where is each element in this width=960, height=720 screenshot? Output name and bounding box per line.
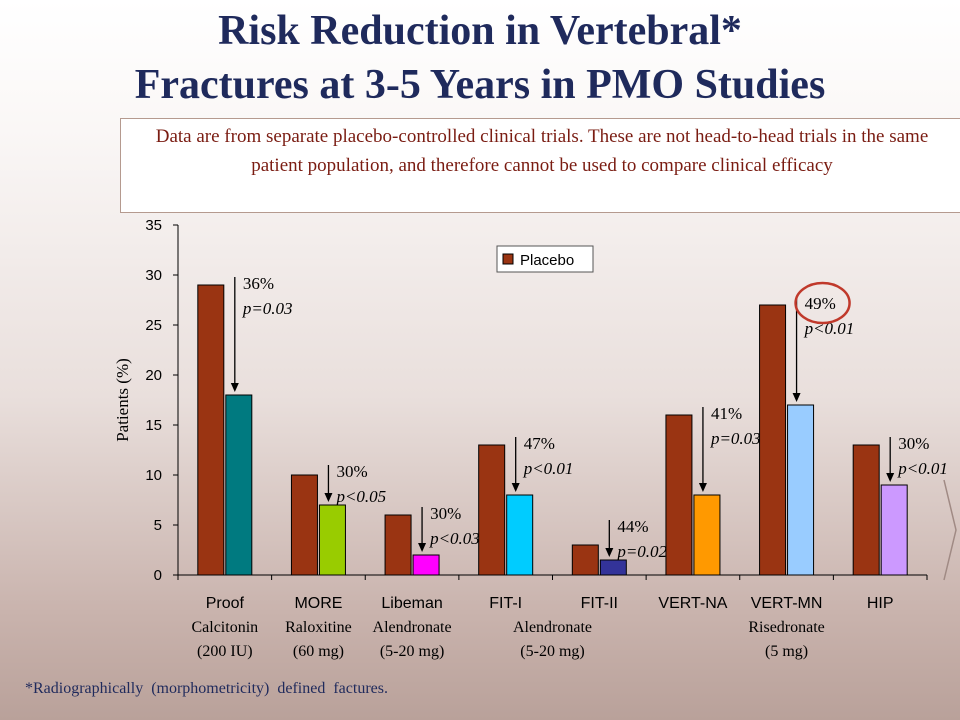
treatment-bar-more xyxy=(318,504,346,576)
treatment-bar-libeman xyxy=(412,554,440,576)
category-label-hip: HIP xyxy=(867,595,894,612)
footnote: *Radiographically (morphometricity) defi… xyxy=(25,680,388,697)
placebo-bar-vert-mn xyxy=(759,304,787,576)
title-line-2: Fractures at 3-5 Years in PMO Studies xyxy=(134,62,826,108)
reduction-percent: 49% xyxy=(805,294,836,313)
y-tick-label: 0 xyxy=(154,567,162,584)
title-line-1: Risk Reduction in Vertebral* xyxy=(218,8,742,54)
placebo-bar-fit-i xyxy=(478,444,506,576)
reduction-percent: 47% xyxy=(524,434,555,453)
highlight-circle xyxy=(794,281,851,325)
category-label-more: MORE xyxy=(294,595,342,612)
arrow-head xyxy=(605,548,614,557)
y-tick-label: 20 xyxy=(145,367,162,384)
p-value: p<0.05 xyxy=(335,487,386,506)
y-tick-label: 15 xyxy=(145,417,162,434)
legend-swatch-placebo xyxy=(502,253,514,265)
arrow-head xyxy=(886,473,895,482)
drug-dose: (5 mg) xyxy=(765,643,808,660)
category-label-vert-mn: VERT-MN xyxy=(751,595,823,612)
category-label-proof: Proof xyxy=(206,595,245,612)
drug-name: Calcitonin xyxy=(191,619,258,636)
drug-dose: (60 mg) xyxy=(293,643,344,660)
arrow-head xyxy=(792,393,801,402)
slide-title: Risk Reduction in Vertebral* Fractures a… xyxy=(0,4,960,112)
y-axis-label: Patients (%) xyxy=(113,358,132,442)
treatment-bar-hip xyxy=(880,484,908,576)
arrow-head xyxy=(698,483,707,492)
drug-name: Raloxitine xyxy=(285,619,352,636)
drug-name: Risedronate xyxy=(748,619,824,636)
treatment-bar-fit-i xyxy=(506,494,534,576)
y-tick-label: 35 xyxy=(145,217,162,234)
y-tick-label: 30 xyxy=(145,267,162,284)
y-tick-label: 10 xyxy=(145,467,162,484)
placebo-bar-hip xyxy=(852,444,880,576)
placebo-bar-libeman xyxy=(384,514,412,576)
reduction-percent: 36% xyxy=(243,274,274,293)
p-value: p<0.01 xyxy=(897,459,948,478)
p-value: p<0.03 xyxy=(429,529,480,548)
next-slide-chevron-icon xyxy=(943,479,957,581)
treatment-bar-fit-ii xyxy=(599,559,627,576)
drug-dose: (5-20 mg) xyxy=(520,643,584,660)
treatment-bar-proof xyxy=(225,394,253,576)
placebo-bar-vert-na xyxy=(665,414,693,576)
p-value: p=0.02 xyxy=(616,542,667,561)
disclaimer-box: Data are from separate placebo-controlle… xyxy=(120,118,960,213)
reduction-percent: 44% xyxy=(617,517,648,536)
placebo-bar-proof xyxy=(197,284,225,576)
arrow-head xyxy=(230,383,239,392)
drug-name: Alendronate xyxy=(513,619,592,636)
treatment-bar-vert-na xyxy=(693,494,721,576)
category-label-fit-i: FIT-I xyxy=(489,595,522,612)
placebo-bar-more xyxy=(290,474,318,576)
arrow-head xyxy=(324,493,333,502)
arrow-head xyxy=(511,483,520,492)
reduction-percent: 41% xyxy=(711,404,742,423)
p-value: p=0.03 xyxy=(710,429,761,448)
y-tick-label: 5 xyxy=(154,517,162,534)
drug-dose: (5-20 mg) xyxy=(380,643,444,660)
reduction-percent: 30% xyxy=(336,462,367,481)
p-value: p=0.03 xyxy=(242,299,293,318)
p-value: p<0.01 xyxy=(523,459,574,478)
category-label-vert-na: VERT-NA xyxy=(658,595,727,612)
drug-dose: (200 IU) xyxy=(197,643,253,660)
placebo-bar-fit-ii xyxy=(571,544,599,576)
category-label-libeman: Libeman xyxy=(381,595,442,612)
y-tick-label: 25 xyxy=(145,317,162,334)
reduction-percent: 30% xyxy=(430,504,461,523)
category-label-fit-ii: FIT-II xyxy=(581,595,618,612)
treatment-bar-vert-mn xyxy=(787,404,815,576)
legend-label-placebo: Placebo xyxy=(520,252,574,269)
drug-name: Alendronate xyxy=(373,619,452,636)
reduction-percent: 30% xyxy=(898,434,929,453)
arrow-head xyxy=(418,543,427,552)
